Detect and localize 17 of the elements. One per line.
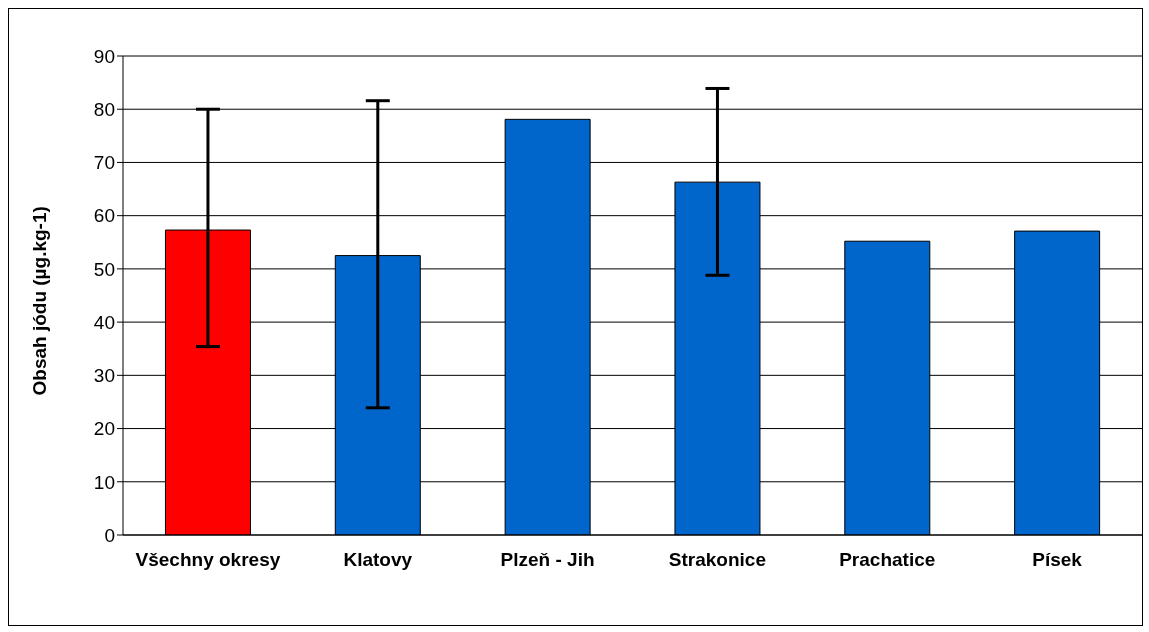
- y-tick-label: 30: [93, 365, 115, 387]
- y-tick-label: 80: [93, 98, 115, 120]
- y-tick-label: 50: [93, 258, 115, 280]
- y-axis-title: Obsah jódu (µg.kg-1): [28, 206, 50, 396]
- y-tick-label: 10: [93, 471, 115, 493]
- y-tick-label: 70: [93, 152, 115, 174]
- y-tick-label: 60: [93, 205, 115, 227]
- x-tick-label: Klatovy: [343, 549, 413, 571]
- x-tick-label: Strakonice: [668, 549, 766, 571]
- y-tick-label: 40: [93, 311, 115, 333]
- y-tick-label: 0: [104, 524, 115, 546]
- y-tick-label: 90: [93, 45, 115, 67]
- x-tick-label: Prachatice: [839, 549, 936, 571]
- x-tick-label: Plzeň - Jih: [500, 549, 595, 571]
- x-tick-label: Všechny okresy: [135, 549, 281, 571]
- x-tick-label: Písek: [1032, 549, 1083, 571]
- y-tick-label: 20: [93, 418, 115, 440]
